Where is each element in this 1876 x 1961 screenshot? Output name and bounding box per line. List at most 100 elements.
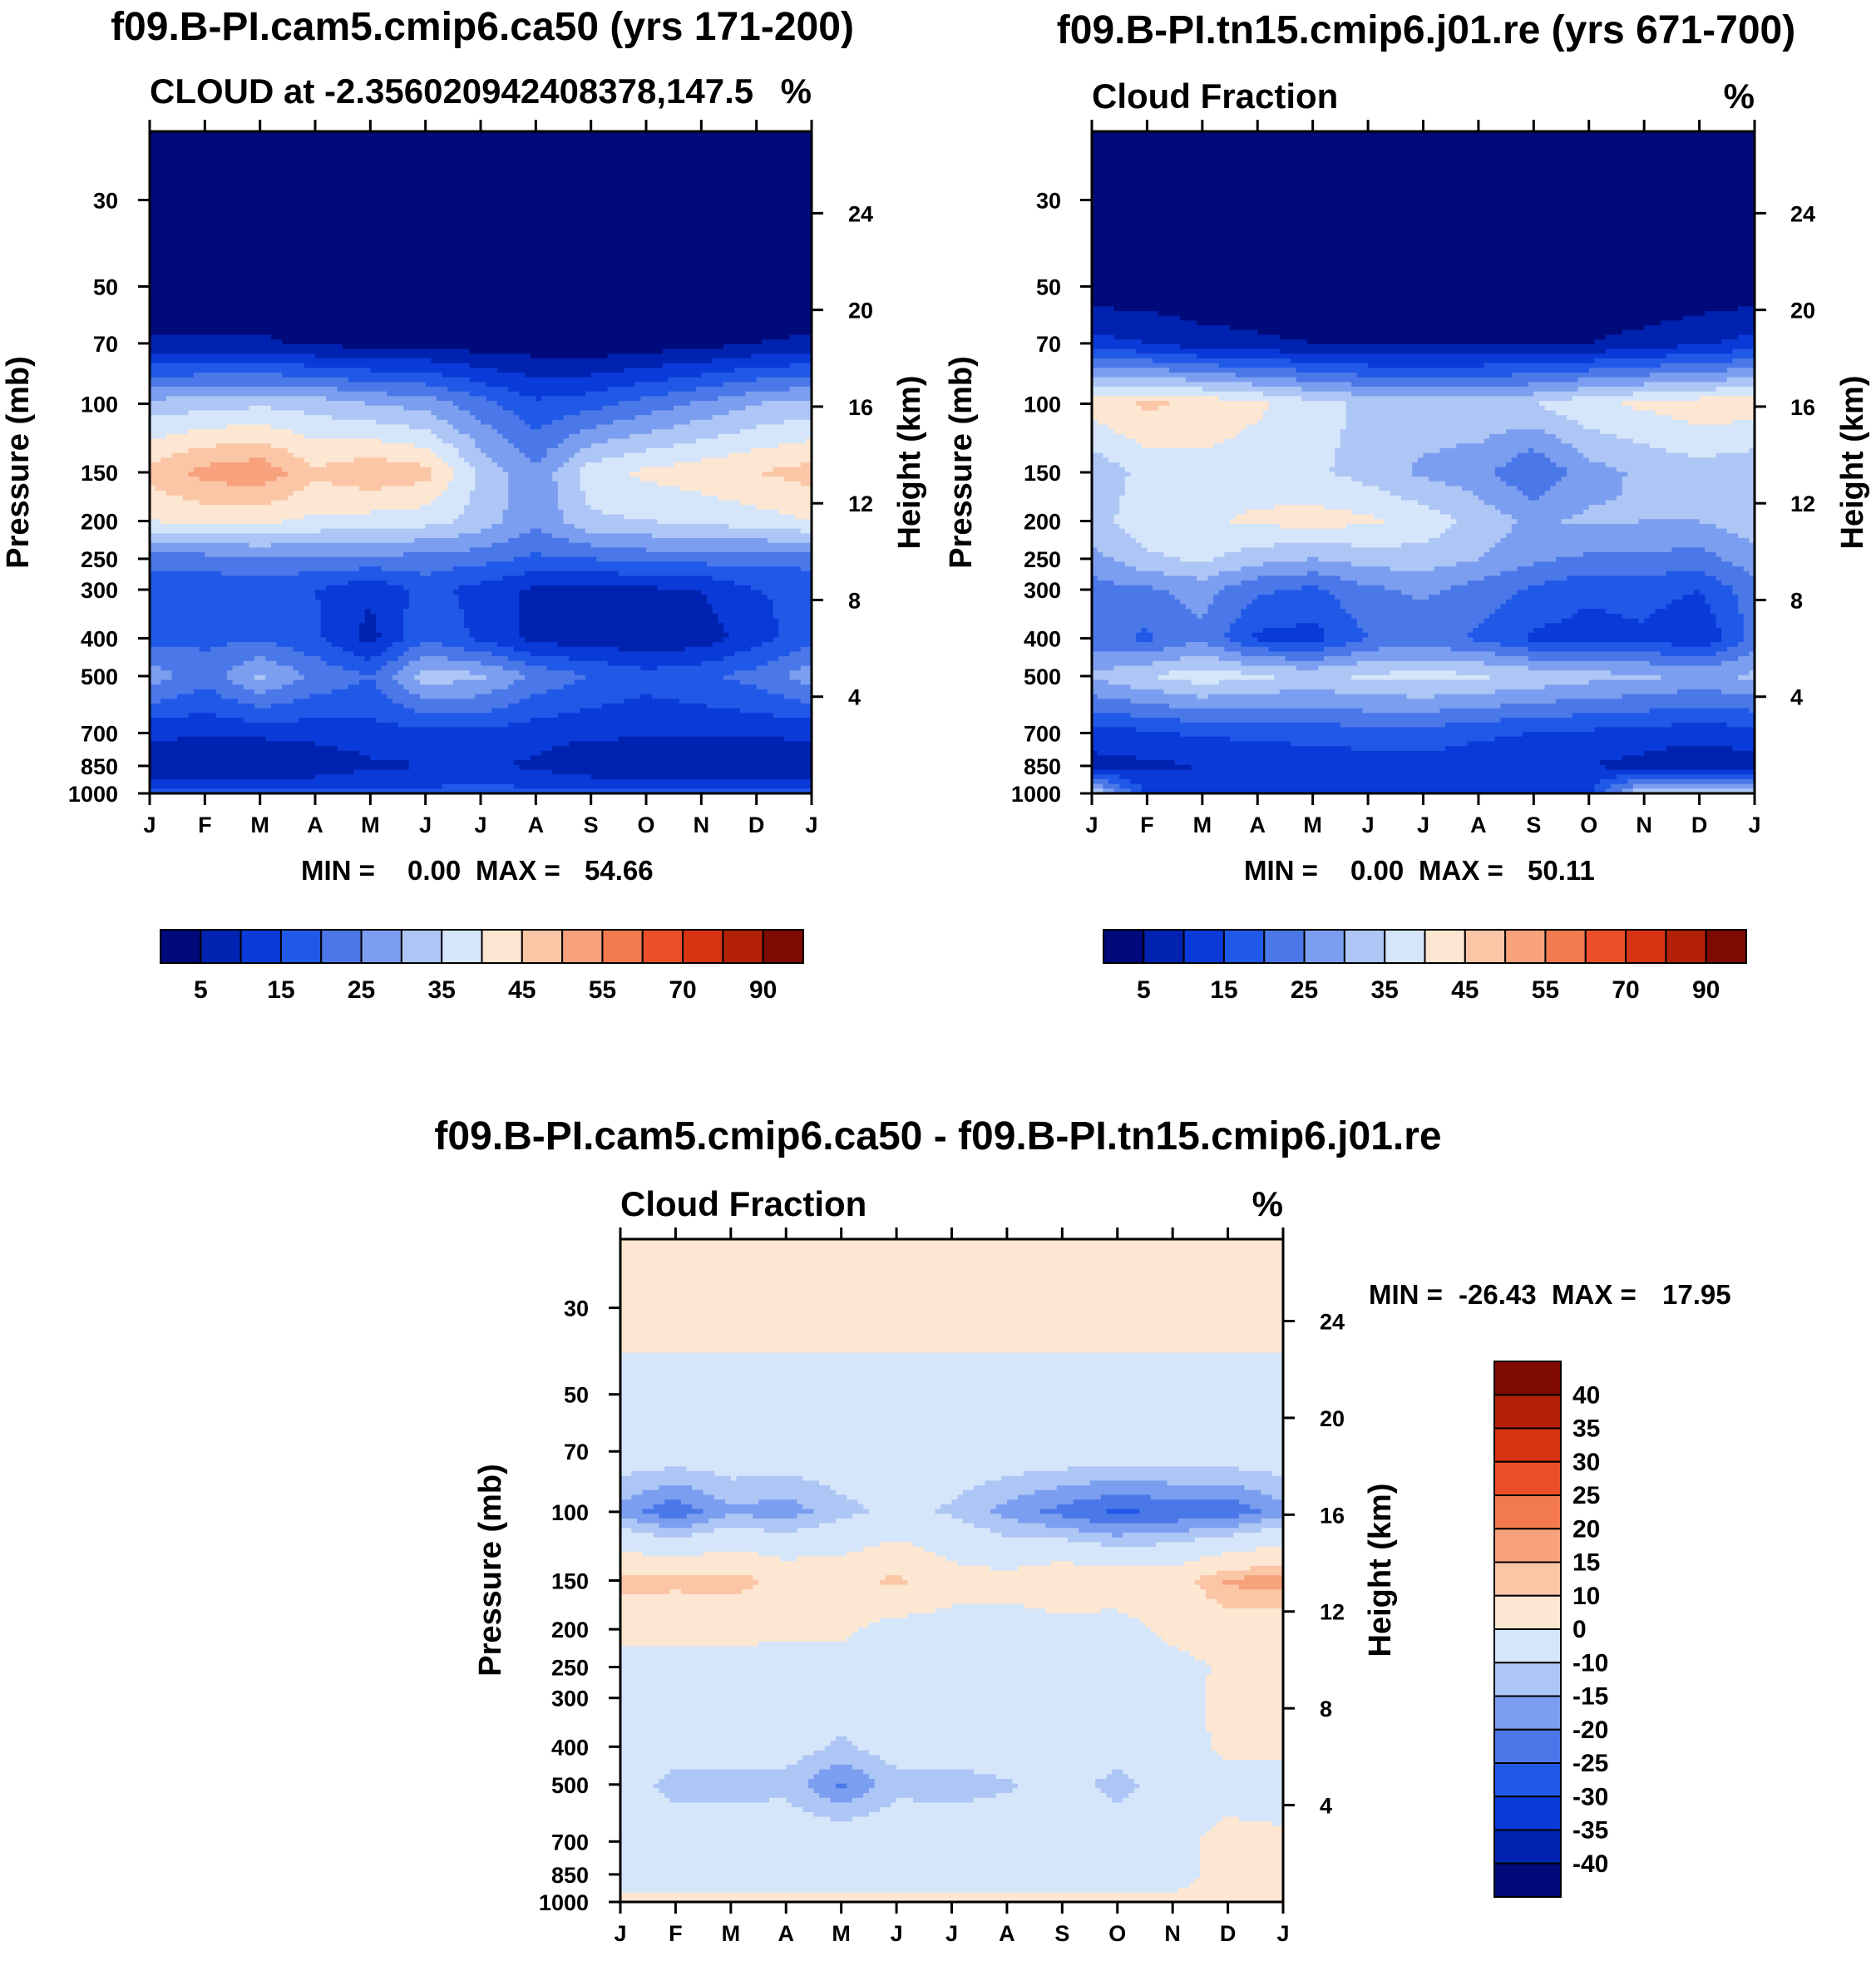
- contour-cell: [150, 491, 167, 496]
- contour-cell: [646, 547, 812, 553]
- contour-cell: [1206, 1693, 1284, 1699]
- contour-cell: [226, 674, 255, 681]
- contour-cell: [1092, 788, 1103, 794]
- contour-cell: [1511, 595, 1684, 600]
- contour-cell: [270, 405, 404, 412]
- contour-cell: [1528, 495, 1540, 501]
- contour-cell: [1092, 665, 1115, 671]
- contour-cell: [1456, 561, 1534, 567]
- contour-cell: [880, 1542, 914, 1548]
- contour-cell: [1092, 254, 1755, 260]
- contour-cell: [150, 259, 812, 264]
- contour-cell: [642, 1489, 704, 1496]
- contour-cell: [620, 1466, 665, 1472]
- contour-cell: [1023, 1603, 1223, 1609]
- contour-cell: [618, 571, 812, 577]
- contour-cell: [403, 552, 531, 558]
- contour-cell: [1092, 713, 1132, 719]
- contour-cell: [408, 590, 454, 595]
- contour-cell: [1092, 169, 1755, 175]
- contour-cell: [530, 755, 812, 761]
- contour-cell: [150, 329, 812, 336]
- contour-cell: [620, 1480, 820, 1486]
- colorbar-box: [682, 929, 724, 964]
- contour-cell: [723, 623, 779, 629]
- contour-cell: [1113, 556, 1181, 562]
- contour-cell: [620, 1575, 753, 1581]
- contour-cell: [847, 1637, 1163, 1642]
- contour-cell: [519, 699, 625, 704]
- y-tick-label: 30: [93, 189, 118, 214]
- contour-cell: [1351, 746, 1446, 752]
- contour-cell: [686, 1514, 726, 1519]
- contour-cell: [150, 660, 244, 667]
- contour-cell: [762, 472, 812, 477]
- y2-tick-label: 20: [1320, 1406, 1345, 1431]
- contour-cell: [320, 623, 360, 629]
- contour-cell: [1092, 150, 1755, 156]
- contour-cell: [150, 656, 255, 662]
- x-tick-label: S: [584, 813, 599, 837]
- contour-cell: [1139, 1618, 1284, 1623]
- y2-tick-label: 4: [848, 685, 861, 710]
- contour-cell: [320, 604, 410, 610]
- contour-cell: [1092, 329, 1258, 336]
- contour-cell: [1528, 585, 1734, 591]
- contour-plot: [1092, 131, 1755, 794]
- contour-cell: [150, 164, 812, 170]
- contour-cell: [508, 656, 570, 662]
- contour-cell: [1206, 1702, 1284, 1709]
- contour-cell: [1092, 718, 1181, 724]
- contour-cell: [739, 708, 812, 714]
- contour-cell: [519, 391, 586, 397]
- contour-cell: [620, 1301, 1284, 1307]
- contour-cell: [150, 699, 161, 704]
- contour-cell: [1092, 542, 1143, 548]
- contour-cell: [1351, 382, 1529, 388]
- contour-cell: [819, 1769, 864, 1775]
- y-tick-label: 200: [1024, 510, 1061, 535]
- contour-cell: [557, 495, 586, 501]
- contour-cell: [1600, 778, 1628, 785]
- contour-cell: [1605, 788, 1623, 794]
- contour-cell: [1092, 595, 1176, 600]
- contour-cell: [1716, 651, 1750, 657]
- contour-cell: [403, 609, 465, 615]
- contour-cell: [1385, 585, 1452, 591]
- contour-cell: [1738, 533, 1755, 539]
- contour-cell: [1095, 1783, 1140, 1789]
- contour-cell: [1185, 642, 1209, 648]
- contour-cell: [723, 343, 812, 350]
- contour-cell: [408, 646, 465, 653]
- contour-cell: [1206, 1721, 1284, 1727]
- contour-cell: [880, 1807, 1284, 1813]
- contour-cell: [651, 533, 812, 539]
- contour-cell: [1092, 537, 1137, 544]
- contour-cell: [1039, 1509, 1108, 1514]
- contour-cell: [1112, 1769, 1123, 1775]
- contour-cell: [1211, 1736, 1284, 1742]
- contour-cell: [1067, 1466, 1240, 1472]
- contour-cell: [789, 674, 812, 681]
- colorbar-label: 55: [589, 976, 616, 1004]
- contour-cell: [1092, 249, 1755, 255]
- contour-cell: [1218, 656, 1286, 662]
- contour-cell: [1092, 447, 1335, 454]
- contour-cell: [1119, 500, 1419, 506]
- contour-cell: [1244, 1575, 1284, 1581]
- contour-cell: [745, 391, 812, 397]
- contour-cell: [1738, 609, 1755, 615]
- contour-cell: [620, 1755, 803, 1761]
- y-tick-label: 50: [564, 1383, 589, 1408]
- contour-cell: [1484, 660, 1651, 667]
- contour-cell: [701, 660, 768, 667]
- contour-cell: [686, 1466, 1069, 1472]
- contour-cell: [375, 637, 404, 643]
- contour-cell: [695, 387, 791, 393]
- contour-cell: [620, 1892, 1284, 1898]
- contour-cell: [1092, 660, 1153, 667]
- contour-cell: [469, 491, 509, 496]
- contour-cell: [491, 689, 548, 695]
- contour-cell: [1119, 783, 1143, 789]
- contour-cell: [1555, 481, 1623, 487]
